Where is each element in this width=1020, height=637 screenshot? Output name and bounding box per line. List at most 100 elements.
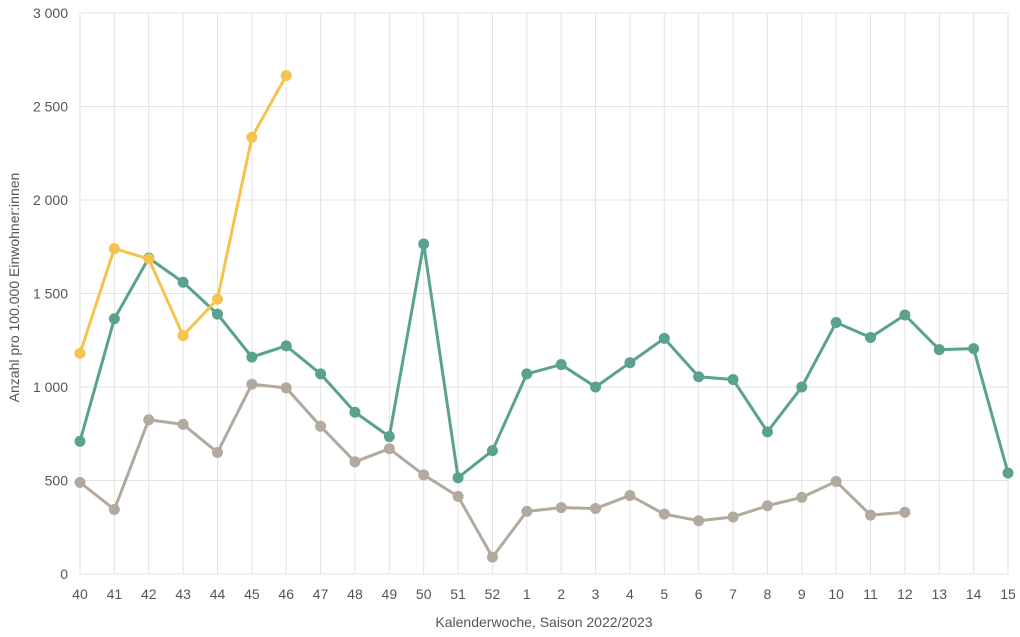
grid: [79, 12, 1009, 575]
series-line: [78, 242, 1010, 480]
x-tick-label: 7: [729, 586, 737, 602]
x-tick-label: 4: [626, 586, 634, 602]
x-tick-label: 15: [1000, 586, 1016, 602]
x-tick-label: 12: [897, 586, 913, 602]
data-point: [177, 330, 189, 342]
series-1: [74, 378, 911, 563]
data-point: [211, 293, 223, 305]
series-2: [74, 70, 292, 359]
data-point: [761, 426, 773, 438]
y-tick-label: 0: [60, 566, 68, 582]
x-tick-label: 8: [764, 586, 772, 602]
data-point: [555, 502, 567, 514]
data-point: [383, 431, 395, 443]
data-point: [658, 332, 670, 344]
data-point: [865, 509, 877, 521]
data-point: [280, 382, 292, 394]
x-tick-label: 42: [141, 586, 157, 602]
x-tick-label: 48: [347, 586, 363, 602]
x-tick-label: 11: [863, 586, 878, 602]
data-point: [624, 489, 636, 501]
data-point: [349, 406, 361, 418]
data-point: [418, 238, 430, 250]
data-point: [177, 276, 189, 288]
data-point: [590, 381, 602, 393]
x-tick-label: 46: [278, 586, 294, 602]
data-point: [486, 445, 498, 457]
data-point: [830, 475, 842, 487]
data-point: [590, 503, 602, 515]
data-point: [830, 316, 842, 328]
data-point: [693, 371, 705, 383]
data-point: [796, 491, 808, 503]
data-point: [246, 378, 258, 390]
data-point: [865, 331, 877, 343]
x-tick-label: 2: [557, 586, 565, 602]
x-tick-label: 43: [175, 586, 191, 602]
data-point: [315, 368, 327, 380]
x-tick-label: 45: [244, 586, 260, 602]
data-point: [452, 490, 464, 502]
data-point: [246, 351, 258, 363]
data-point: [796, 381, 808, 393]
y-axis-title: Anzahl pro 100.000 Einwohner:innen: [6, 173, 22, 403]
y-tick-label: 2 000: [33, 192, 68, 208]
x-tick-label: 41: [107, 586, 123, 602]
x-tick-label: 49: [382, 586, 398, 602]
x-tick-label: 52: [485, 586, 501, 602]
x-tick-label: 50: [416, 586, 432, 602]
x-tick-label: 47: [313, 586, 329, 602]
y-tick-label: 3 000: [33, 5, 68, 21]
data-point: [143, 414, 155, 426]
series-0: [74, 238, 1014, 484]
x-tick-label: 40: [72, 586, 88, 602]
data-point: [555, 359, 567, 371]
data-point: [899, 506, 911, 518]
data-point: [211, 446, 223, 458]
data-point: [452, 472, 464, 484]
data-point: [246, 131, 258, 143]
x-tick-label: 44: [210, 586, 226, 602]
x-tick-label: 10: [828, 586, 844, 602]
data-point: [1002, 467, 1014, 479]
y-tick-label: 1 500: [33, 286, 68, 302]
data-point: [280, 70, 292, 82]
data-point: [899, 309, 911, 321]
data-point: [74, 435, 86, 447]
x-tick-label: 5: [660, 586, 668, 602]
data-point: [727, 374, 739, 386]
data-point: [693, 515, 705, 527]
data-point: [74, 476, 86, 488]
data-point: [143, 253, 155, 265]
data-point: [177, 418, 189, 430]
data-point: [108, 313, 120, 325]
data-point: [968, 343, 980, 355]
data-point: [624, 357, 636, 369]
x-tick-label: 14: [966, 586, 982, 602]
x-tick-label: 1: [523, 586, 531, 602]
x-axis-title: Kalenderwoche, Saison 2022/2023: [435, 614, 652, 630]
y-tick-label: 2 500: [33, 99, 68, 115]
data-point: [383, 443, 395, 455]
data-point: [933, 344, 945, 356]
data-point: [761, 500, 773, 512]
y-tick-label: 500: [45, 473, 69, 489]
data-point: [658, 508, 670, 520]
data-point: [486, 551, 498, 563]
data-point: [521, 505, 533, 517]
data-point: [315, 420, 327, 432]
x-tick-label: 51: [450, 586, 466, 602]
data-point: [74, 347, 86, 359]
x-tick-label: 9: [798, 586, 806, 602]
data-point: [418, 469, 430, 481]
data-point: [727, 511, 739, 523]
data-point: [108, 503, 120, 515]
data-point: [108, 243, 120, 255]
series-group: [74, 70, 1014, 563]
x-tick-label: 3: [592, 586, 600, 602]
data-point: [280, 340, 292, 352]
data-point: [211, 308, 223, 320]
data-point: [521, 368, 533, 380]
